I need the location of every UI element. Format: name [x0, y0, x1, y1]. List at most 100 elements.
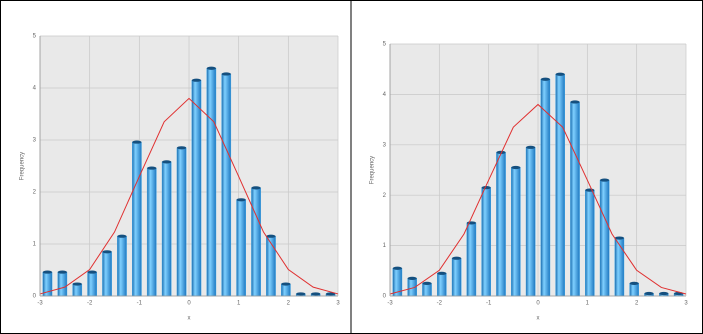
bar — [511, 167, 521, 297]
bar — [525, 147, 536, 297]
y-tick-label: 4 — [33, 86, 37, 92]
bar-cap — [42, 270, 53, 274]
bar-cap — [281, 282, 291, 286]
bar — [176, 147, 187, 297]
y-axis-label: Frequency — [370, 156, 376, 184]
bar — [236, 199, 246, 297]
bar — [555, 74, 565, 297]
bar-cap — [221, 72, 231, 76]
bar — [251, 187, 261, 297]
x-tick-label: 0 — [536, 301, 540, 307]
bar — [57, 271, 68, 297]
x-tick-label: -2 — [437, 301, 443, 307]
bar — [72, 283, 83, 297]
x-tick-label: 3 — [684, 301, 688, 307]
bar-cap — [57, 270, 67, 274]
bar — [281, 283, 291, 297]
bar-cap — [87, 270, 97, 274]
bar — [87, 271, 97, 297]
y-tick-label: 0 — [33, 294, 37, 300]
bar-cap — [236, 198, 246, 202]
x-tick-label: 1 — [586, 301, 590, 307]
bar — [629, 283, 639, 297]
bar-cap — [585, 188, 595, 192]
x-tick-label: -1 — [137, 301, 143, 307]
bar — [437, 273, 447, 297]
bar-cap — [296, 292, 306, 296]
bar-cap — [555, 72, 565, 76]
bar-cap — [570, 100, 580, 104]
bar — [466, 222, 477, 297]
y-tick-label: 1 — [33, 242, 37, 248]
bar-cap — [437, 271, 447, 275]
bar-cap — [266, 234, 276, 238]
bar-cap — [511, 165, 521, 170]
bar — [161, 161, 172, 297]
bar-cap — [481, 186, 491, 190]
fit-curve — [39, 97, 339, 295]
bar — [191, 79, 202, 297]
x-axis-label: x — [537, 316, 540, 322]
bar-cap — [117, 234, 127, 238]
bar — [614, 237, 625, 297]
y-tick-label: 1 — [383, 243, 387, 249]
bar-cap — [644, 291, 654, 296]
x-tick-label: 0 — [187, 301, 191, 307]
bar-cap — [540, 77, 550, 81]
bar-cap — [191, 78, 202, 82]
bar — [585, 189, 595, 297]
bar-cap — [162, 160, 172, 164]
bar — [422, 283, 432, 297]
x-tick-label: 2 — [287, 301, 291, 307]
bar-cap — [407, 276, 417, 280]
bar-cap — [102, 250, 112, 254]
bar — [599, 179, 610, 297]
bar — [496, 152, 506, 297]
y-tick-label: 2 — [383, 193, 387, 199]
bar — [206, 68, 217, 297]
bar-cap — [452, 256, 462, 260]
bar-cap — [526, 145, 536, 149]
bar-cap — [325, 292, 336, 296]
y-tick-label: 3 — [383, 142, 387, 148]
bar-cap — [147, 166, 157, 170]
bar-cap — [132, 140, 142, 144]
y-tick-label: 3 — [33, 138, 37, 144]
y-tick-label: 4 — [383, 92, 387, 98]
bar — [132, 141, 142, 297]
y-tick-label: 0 — [383, 294, 387, 300]
bar-cap — [659, 291, 669, 296]
bar-cap — [496, 150, 506, 154]
x-tick-label: -1 — [486, 301, 492, 307]
x-tick-label: -3 — [387, 301, 393, 307]
x-tick-label: 3 — [336, 301, 340, 307]
y-tick-label: 5 — [383, 42, 387, 48]
x-tick-label: -3 — [37, 301, 43, 307]
x-tick-label: 1 — [237, 301, 241, 307]
y-tick-label: 2 — [33, 190, 37, 196]
bar — [451, 258, 462, 297]
bar-cap — [614, 236, 624, 240]
y-tick-label: 5 — [33, 34, 37, 40]
bar-cap — [311, 292, 321, 296]
bar — [266, 235, 276, 297]
bar-cap — [176, 146, 187, 150]
bar — [102, 251, 112, 297]
bar — [146, 167, 157, 297]
x-axis-label: x — [188, 316, 191, 322]
bar — [481, 187, 491, 297]
x-tick-label: 2 — [635, 301, 639, 307]
y-axis-label: Frequency — [20, 152, 26, 180]
bar-cap — [392, 266, 402, 270]
x-tick-label: -2 — [87, 301, 93, 307]
bar-cap — [206, 66, 216, 70]
bar-cap — [422, 281, 432, 285]
fit-curve — [389, 103, 687, 295]
bar-cap — [629, 281, 639, 285]
bar-cap — [72, 282, 82, 286]
bar — [117, 235, 127, 297]
bar-cap — [600, 178, 610, 182]
bar-cap — [251, 186, 261, 190]
